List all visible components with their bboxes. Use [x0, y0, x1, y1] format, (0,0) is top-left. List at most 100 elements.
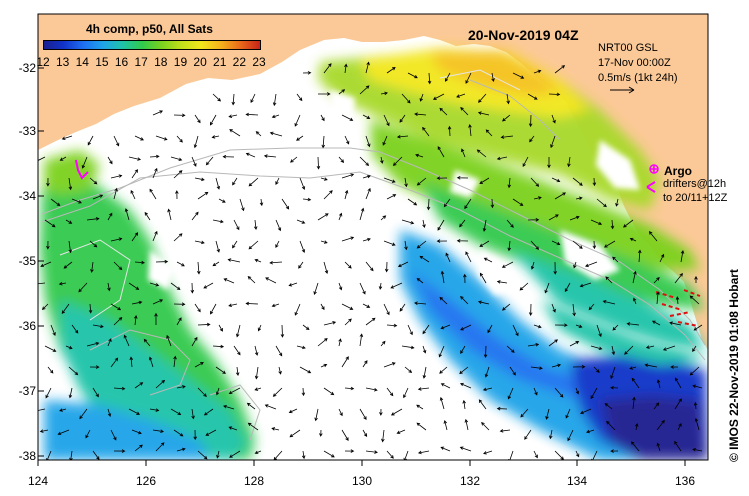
current-vector: [567, 156, 571, 168]
current-vector: [323, 261, 329, 275]
current-vector: [301, 387, 306, 397]
current-vector: [440, 270, 445, 284]
current-vector: [86, 217, 100, 221]
current-vector: [92, 194, 104, 200]
current-vector: [338, 212, 343, 221]
current-vector: [247, 276, 256, 284]
current-vector: [50, 198, 61, 207]
current-vector: [170, 156, 183, 162]
current-vector: [362, 174, 371, 179]
current-vector: [113, 135, 120, 147]
current-vector: [65, 219, 73, 224]
current-vector: [323, 387, 335, 396]
current-vector: [419, 255, 430, 263]
current-vector: [317, 92, 331, 96]
current-vector: [323, 450, 335, 458]
current-vector: [275, 240, 280, 248]
current-vector: [610, 385, 619, 390]
current-vector: [512, 324, 519, 337]
y-tick-label: -33: [18, 124, 36, 138]
x-tick-label: 128: [243, 474, 265, 488]
current-vector: [173, 233, 183, 242]
current-vector: [380, 215, 387, 221]
current-vector: [302, 71, 312, 75]
current-vector: [464, 418, 469, 431]
current-vector: [550, 135, 556, 149]
current-vector: [397, 261, 409, 268]
current-vector: [460, 324, 472, 331]
current-vector: [414, 112, 427, 116]
current-vector: [341, 236, 355, 242]
current-vector: [113, 317, 123, 326]
current-vector: [460, 106, 469, 116]
current-vector: [401, 219, 415, 225]
current-vector: [479, 240, 490, 247]
current-vector: [68, 387, 73, 399]
current-vector: [316, 156, 321, 170]
current-vector: [63, 261, 73, 269]
current-vector: [527, 218, 540, 222]
current-vector: [362, 237, 371, 242]
current-vector: [386, 450, 394, 459]
current-vector: [459, 446, 472, 452]
current-vector: [482, 387, 493, 392]
current-vector: [45, 387, 52, 399]
current-vector: [439, 366, 448, 374]
current-vector: [461, 148, 466, 158]
current-vector: [656, 442, 661, 452]
current-vector: [575, 324, 583, 328]
current-vector: [212, 93, 222, 102]
current-vector: [416, 240, 427, 249]
current-vector: [232, 177, 238, 186]
current-vector: [294, 114, 301, 127]
current-vector: [113, 187, 118, 200]
current-vector: [173, 170, 183, 179]
product-label: NRT00 GSL: [598, 42, 658, 54]
current-vector: [359, 333, 364, 347]
credit-label: © IMOS 22-Nov-2019 01:08 Hobart: [727, 269, 741, 462]
current-vector: [197, 191, 209, 200]
current-vector: [459, 366, 469, 375]
current-vector: [233, 219, 240, 231]
current-vector: [113, 386, 126, 391]
current-vector: [365, 261, 374, 272]
current-vector: [205, 429, 217, 436]
current-vector: [477, 111, 490, 116]
current-vector: [239, 198, 245, 212]
current-vector: [269, 131, 283, 137]
current-vector: [46, 240, 50, 250]
current-vector: [362, 360, 368, 368]
current-vector: [662, 345, 676, 351]
current-vector: [669, 321, 682, 326]
current-vector: [61, 135, 73, 140]
current-vector: [203, 282, 214, 289]
current-vector: [143, 338, 151, 347]
current-vector: [383, 303, 390, 316]
argo-legend-marker: [649, 164, 659, 174]
current-vector: [554, 450, 565, 460]
current-vector: [359, 156, 370, 167]
current-vector: [362, 114, 371, 119]
current-vector: [533, 196, 542, 200]
current-vector: [131, 169, 139, 179]
current-vector: [426, 198, 431, 211]
current-vector: [407, 198, 418, 206]
y-tick-label: -34: [18, 189, 36, 203]
current-vector: [128, 282, 140, 290]
current-vector: [149, 282, 160, 287]
x-tick-label: 130: [351, 474, 373, 488]
current-vector: [623, 219, 634, 228]
current-vector: [191, 336, 198, 347]
current-vector: [631, 441, 640, 452]
current-vector: [416, 422, 427, 431]
current-vector: [38, 282, 46, 285]
colorbar: [43, 40, 261, 50]
colorbar-tick-label: 14: [75, 55, 89, 69]
current-vector: [440, 383, 451, 389]
current-vector: [69, 450, 73, 460]
current-vector: [407, 72, 418, 79]
colorbar-tick-label: 12: [36, 55, 50, 69]
current-vector: [296, 345, 306, 350]
current-vector: [404, 240, 408, 251]
